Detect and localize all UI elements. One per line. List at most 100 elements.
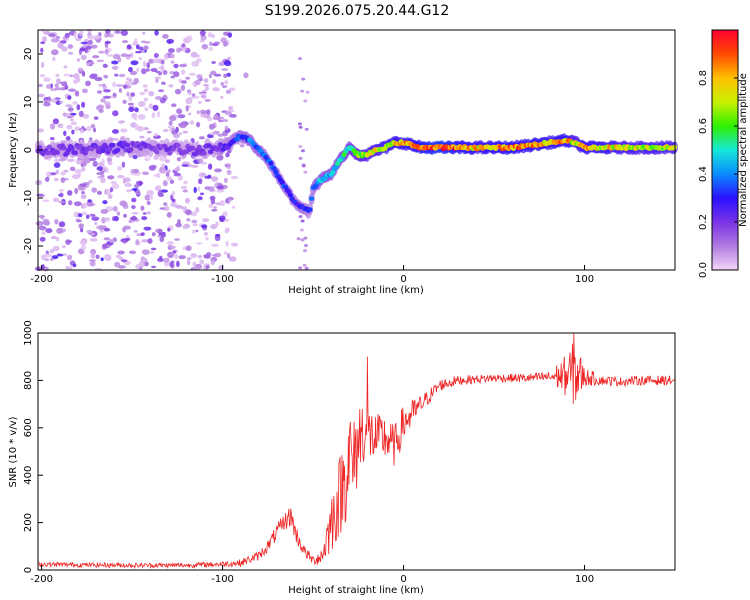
noise-cell — [140, 232, 145, 236]
noise-cell — [195, 207, 200, 213]
noise-cell — [208, 73, 212, 79]
noise-cell — [210, 70, 217, 75]
noise-cell — [222, 211, 228, 217]
noise-cell — [304, 244, 308, 247]
noise-cell — [213, 73, 222, 77]
noise-cell — [170, 54, 175, 59]
y-tick-label: 1000 — [23, 320, 34, 345]
ridge-cell — [268, 161, 274, 166]
noise-cell — [296, 237, 301, 241]
noise-cell — [128, 95, 133, 102]
noise-cell — [103, 74, 109, 79]
noise-cell — [144, 41, 151, 44]
noise-cell — [185, 197, 190, 204]
noise-cell — [170, 60, 175, 64]
noise-cell — [237, 142, 245, 146]
noise-cell — [104, 217, 111, 222]
noise-cell — [38, 214, 46, 218]
noise-cell — [59, 100, 64, 104]
noise-cell — [227, 253, 231, 259]
noise-cell — [178, 255, 186, 260]
noise-cell — [114, 30, 121, 34]
noise-cell — [135, 189, 141, 196]
noise-cell — [216, 189, 225, 193]
noise-cell — [226, 163, 231, 170]
noise-cell — [208, 46, 214, 51]
noise-cell — [173, 71, 180, 78]
noise-cell — [131, 212, 140, 215]
ridge-cell — [61, 145, 67, 151]
noise-cell — [160, 60, 165, 65]
noise-cell — [132, 154, 138, 160]
noise-cell — [123, 225, 131, 230]
noise-cell — [87, 35, 96, 40]
noise-cell — [76, 58, 80, 62]
noise-cell — [172, 250, 177, 254]
noise-cell — [161, 81, 166, 85]
noise-cell — [138, 101, 146, 107]
noise-cell — [226, 72, 231, 77]
noise-cell — [88, 259, 97, 262]
noise-cell — [78, 187, 86, 191]
ridge-cell — [82, 150, 88, 156]
noise-cell — [208, 203, 213, 208]
noise-cell — [143, 60, 146, 68]
noise-cell — [154, 185, 162, 192]
noise-cell — [82, 202, 88, 209]
noise-cell — [95, 254, 100, 259]
noise-cell — [96, 59, 105, 63]
noise-cell — [40, 47, 44, 53]
noise-cell — [151, 112, 156, 119]
noise-cell — [129, 250, 137, 255]
noise-cell — [190, 51, 198, 58]
noise-cell — [103, 227, 111, 232]
noise-cell — [80, 54, 87, 61]
noise-cell — [160, 232, 164, 237]
noise-cell — [81, 88, 88, 94]
noise-cell — [215, 202, 222, 206]
noise-cell — [156, 111, 161, 118]
ridge-cell — [115, 147, 121, 153]
noise-cell — [128, 106, 135, 113]
noise-cell — [75, 37, 82, 42]
noise-cell — [44, 176, 50, 182]
noise-cell — [123, 177, 131, 183]
noise-cell — [208, 132, 217, 136]
noise-cell — [204, 175, 210, 179]
noise-cell — [49, 172, 57, 176]
x-tick-label: -200 — [30, 274, 53, 285]
noise-cell — [122, 202, 128, 207]
noise-cell — [43, 101, 51, 107]
noise-cell — [178, 132, 183, 135]
noise-cell — [152, 58, 160, 64]
noise-cell — [143, 97, 148, 102]
ridge-cell — [94, 144, 100, 150]
noise-cell — [299, 228, 304, 232]
noise-cell — [133, 168, 139, 174]
noise-cell — [148, 91, 155, 97]
noise-cell — [192, 261, 197, 267]
noise-cell — [77, 213, 83, 218]
noise-cell — [301, 77, 306, 81]
noise-cell — [85, 230, 93, 234]
noise-cell — [147, 211, 151, 215]
noise-cell — [80, 227, 84, 233]
noise-cell — [143, 226, 152, 231]
noise-cell — [208, 163, 213, 170]
noise-cell — [146, 68, 150, 72]
noise-cell — [91, 216, 100, 221]
ridge-cell — [46, 144, 53, 150]
noise-cell — [227, 56, 231, 61]
x-tick-label: -100 — [211, 574, 234, 585]
noise-cell — [191, 93, 196, 97]
noise-cell — [120, 259, 128, 263]
noise-cell — [60, 87, 66, 91]
figure-title: S199.2026.075.20.44.G12 — [265, 3, 450, 19]
noise-cell — [131, 205, 136, 210]
noise-cell — [301, 164, 306, 168]
noise-cell — [51, 255, 59, 260]
ridge-cell — [217, 142, 223, 148]
noise-cell — [225, 240, 229, 247]
noise-cell — [155, 228, 163, 233]
noise-cell — [227, 32, 233, 38]
